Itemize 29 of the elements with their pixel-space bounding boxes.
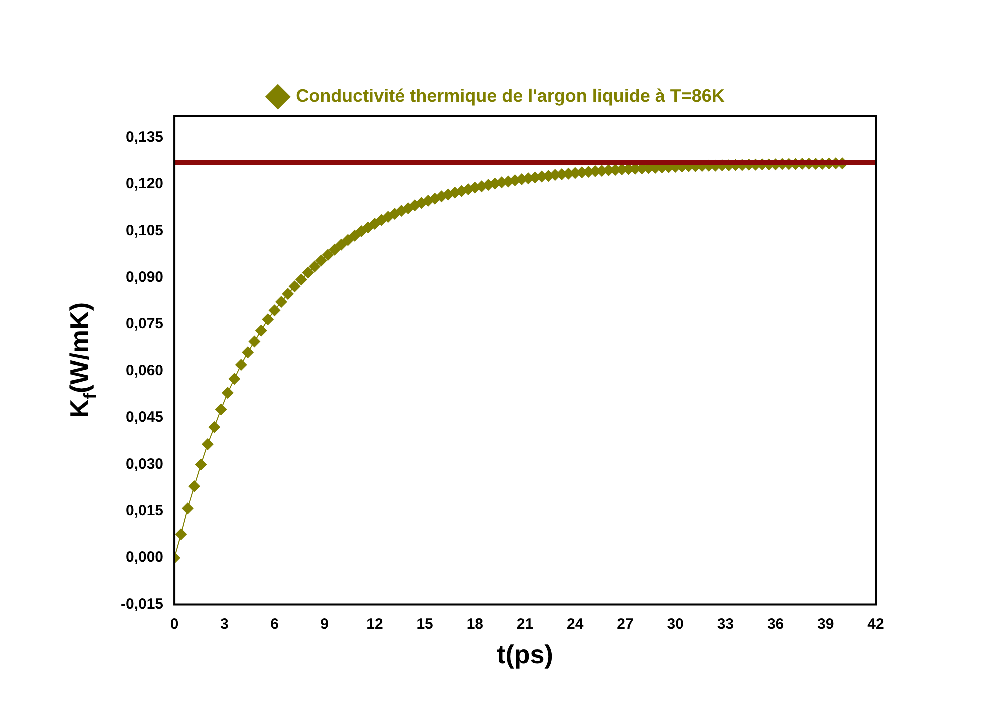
y-tick-label: 0,075 [126,316,164,333]
x-tick-label: 6 [270,616,279,633]
y-tick-label: 0,120 [126,176,164,193]
y-tick-label: 0,000 [126,549,164,566]
x-tick-label: 33 [717,616,734,633]
y-tick-label: 0,105 [126,222,164,240]
x-tick-label: 30 [667,616,684,633]
x-tick-label: 15 [416,616,434,633]
x-tick-label: 27 [617,616,634,633]
x-tick-label: 12 [366,616,384,633]
y-tick-label: 0,135 [126,128,164,146]
x-axis-title: t(ps) [497,640,554,670]
x-tick-label: 36 [767,616,784,633]
legend-label: Conductivité thermique de l'argon liquide à T=86K [296,86,725,106]
y-tick-label: 0,045 [126,409,164,426]
x-tick-label: 18 [466,616,484,633]
y-tick-label: 0,060 [126,362,164,380]
x-tick-label: 21 [516,616,534,633]
x-tick-label: 3 [220,616,229,633]
y-tick-label: 0,030 [126,456,164,473]
x-tick-label: 0 [170,616,179,633]
x-tick-label: 24 [567,616,584,633]
x-tick-label: 9 [320,616,330,633]
y-tick-label: -0,015 [120,596,164,613]
y-tick-label: 0,015 [126,502,164,520]
y-axis-title: Kf(W/mK) [64,302,101,418]
x-tick-label: 42 [868,616,884,633]
x-tick-label: 39 [818,616,834,633]
y-tick-label: 0,090 [126,269,164,286]
